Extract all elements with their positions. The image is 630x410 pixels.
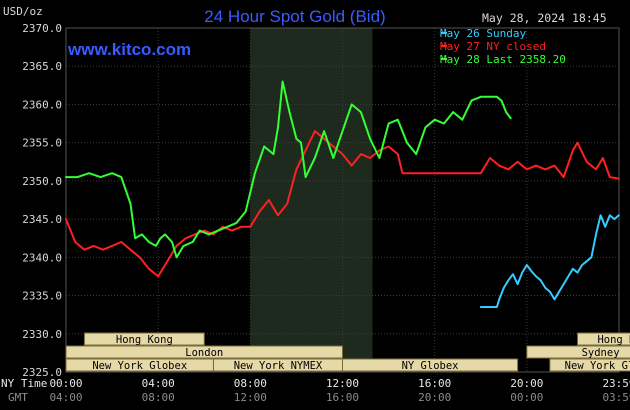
session-label: NY Globex (402, 360, 459, 372)
x-tick-label-gmt: 12:00 (234, 391, 267, 404)
x-tick-label-ny: 12:00 (326, 377, 359, 390)
series-line (65, 130, 620, 278)
website-link[interactable]: www.kitco.com (67, 40, 191, 59)
x-tick-label-gmt: 08:00 (142, 391, 175, 404)
session-bar (65, 345, 343, 359)
y-axis: 2370.0 2365.0 2360.0 2355.0 2350.0 2345.0 2340… (22, 22, 62, 379)
session-bar (342, 358, 519, 372)
session-bar (526, 345, 630, 359)
session-label: London (185, 347, 223, 359)
session-bar (83, 332, 205, 346)
legend-entry: May 27 NY closed (440, 40, 546, 53)
y-tick-label: 2340.0 (22, 251, 62, 264)
y-tick-label: 2355.0 (22, 137, 62, 150)
x-tick-label-gmt: 04:00 (49, 391, 82, 404)
timestamp: May 28, 2024 18:45 (482, 11, 607, 25)
x-tick-label-ny: 16:00 (418, 377, 451, 390)
x-tick-label-gmt: 03:59 (602, 391, 630, 404)
nymex-highlight-band (250, 28, 373, 372)
session-bar (577, 332, 630, 346)
plot-frame (65, 27, 620, 373)
session-label: Hong Kong (597, 334, 630, 346)
x-axis: 00:0004:0004:0008:0008:0012:0012:0016:00… (49, 377, 630, 404)
unit-label: USD/oz (3, 5, 43, 18)
y-tick-label: 2370.0 (22, 22, 62, 35)
session-label: Sydney (582, 347, 620, 359)
ny-time-row-label: NY Time (1, 377, 47, 390)
chart-grid (65, 27, 620, 373)
series-line (65, 80, 512, 259)
x-tick-label-ny: 20:00 (510, 377, 543, 390)
session-label: New York NYMEX (234, 360, 323, 372)
y-tick-label: 2335.0 (22, 290, 62, 303)
y-tick-label: 2330.0 (22, 328, 62, 341)
x-tick-label-gmt: 00:00 (510, 391, 543, 404)
y-tick-label: 2360.0 (22, 98, 62, 111)
y-tick-label: 2365.0 (22, 60, 62, 73)
x-tick-label-gmt: 16:00 (326, 391, 359, 404)
series-line (479, 214, 620, 308)
session-bar (549, 358, 630, 372)
y-tick-label: 2325.0 (22, 366, 62, 379)
chart-title: 24 Hour Spot Gold (Bid) (204, 7, 385, 26)
x-tick-label-gmt: 20:00 (418, 391, 451, 404)
x-tick-label-ny: 08:00 (234, 377, 267, 390)
session-label: New York Globex (92, 360, 187, 372)
y-tick-label: 2345.0 (22, 213, 62, 226)
gmt-row-label: GMT (8, 391, 28, 404)
session-label: Hong Kong (116, 334, 173, 346)
session-label: New York Globex (565, 360, 630, 372)
x-tick-label-ny: 23:59 (602, 377, 630, 390)
plot-area (65, 80, 620, 308)
legend-entry: May 26 Sunday (440, 27, 526, 40)
legend: May 26 Sunday May 27 NY closed May 28 La… (440, 27, 566, 66)
legend-entry: May 28 Last 2358.20 (440, 53, 566, 66)
x-tick-label-ny: 04:00 (142, 377, 175, 390)
x-tick-label-ny: 00:00 (49, 377, 82, 390)
y-tick-label: 2350.0 (22, 175, 62, 188)
